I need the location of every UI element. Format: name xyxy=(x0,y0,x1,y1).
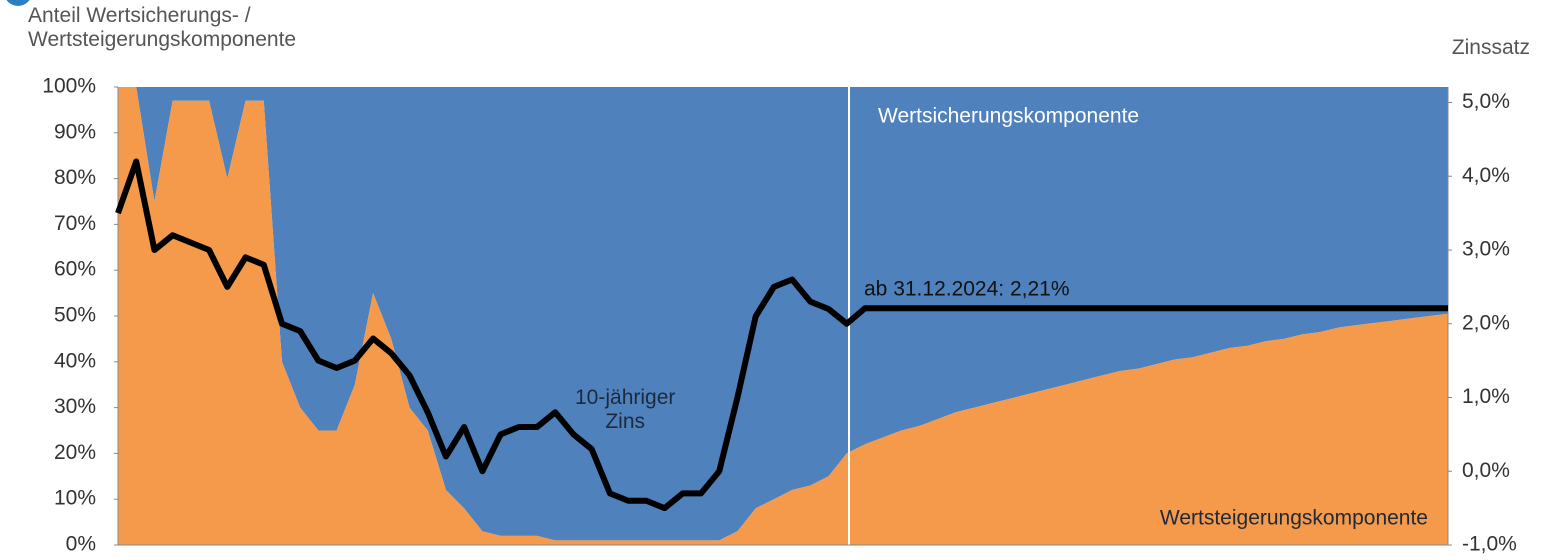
area-blue xyxy=(118,87,1448,541)
rate-line xyxy=(115,158,1448,512)
y-tick-label: 10% xyxy=(54,487,96,510)
y-tick-label: 50% xyxy=(54,304,96,327)
annotation: ab 31.12.2024: 2,21% xyxy=(864,278,1070,301)
y2-tick-label: 5,0% xyxy=(1462,90,1510,113)
y-tick-label: 70% xyxy=(54,212,96,235)
y-tick-label: 100% xyxy=(42,75,96,98)
y2-tick-label: -1,0% xyxy=(1462,533,1517,556)
y2-tick-label: 3,0% xyxy=(1462,238,1510,261)
area-orange xyxy=(118,87,1448,545)
y2-tick-label: 4,0% xyxy=(1462,164,1510,187)
y-tick-label: 30% xyxy=(54,395,96,418)
y-tick-label: 90% xyxy=(54,120,96,143)
y2-tick-label: 0,0% xyxy=(1462,459,1510,482)
y2-tick-label: 1,0% xyxy=(1462,385,1510,408)
series-label: Wertsteigerungskomponente xyxy=(1160,507,1428,530)
y-tick-label: 80% xyxy=(54,166,96,189)
line-label: 10-jähriger Zins xyxy=(575,386,676,433)
y2-tick-label: 2,0% xyxy=(1462,311,1510,334)
y-tick-label: 60% xyxy=(54,258,96,281)
y-axis-title: Anteil Wertsicherungs- / Wertsteigerungs… xyxy=(28,4,297,51)
y-tick-label: 0% xyxy=(66,533,96,556)
y2-axis-title: Zinssatz xyxy=(1451,36,1530,59)
logo-circle xyxy=(6,0,30,6)
y-tick-label: 20% xyxy=(54,441,96,464)
y-tick-label: 40% xyxy=(54,349,96,372)
series-label: Wertsicherungskomponente xyxy=(878,105,1139,128)
